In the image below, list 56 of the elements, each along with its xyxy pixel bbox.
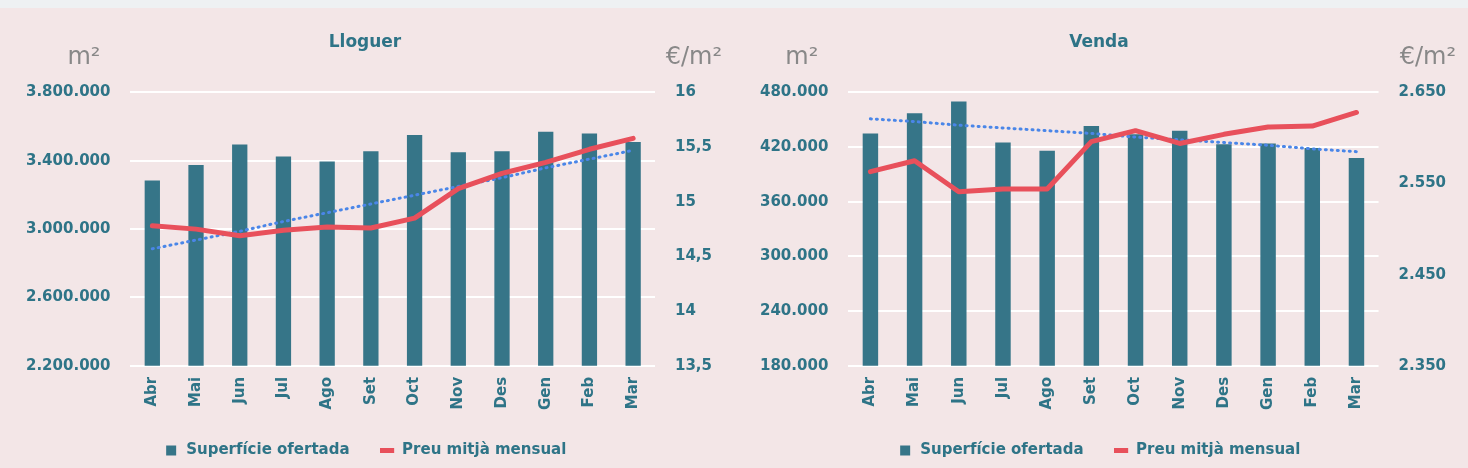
y-tick-label: 360.000 [759, 191, 829, 210]
x-tick-label: Jun [229, 376, 248, 405]
y2-tick-label: 16 [674, 82, 696, 101]
y-tick-label: 2.600.000 [25, 287, 111, 306]
x-tick-label: Des [1213, 376, 1232, 409]
y2-tick-label: 2.650 [1398, 82, 1447, 101]
x-tick-label: Set [360, 376, 379, 405]
legend-label: Preu mitjà mensual [1136, 440, 1301, 459]
x-tick-label: Jun [948, 376, 967, 405]
y-tick-label: 420.000 [759, 136, 829, 155]
x-tick-label: Abr [142, 376, 161, 407]
x-tick-label: Oct [404, 376, 423, 406]
y2-axis-title: €/m² [1399, 42, 1456, 71]
y-axis-title: m² [785, 42, 819, 71]
y2-tick-label: 2.350 [1398, 355, 1447, 374]
x-tick-label: Feb [1302, 376, 1321, 408]
legend-label: Superfície ofertada [920, 440, 1084, 459]
x-tick-label: Jul [273, 376, 292, 400]
x-tick-label: Nov [448, 376, 467, 410]
y-tick-label: 3.000.000 [25, 219, 111, 238]
x-tick-label: Mai [185, 376, 204, 408]
x-tick-label: Jul [992, 376, 1011, 400]
y-tick-label: 3.800.000 [25, 82, 111, 101]
x-tick-label: Ago [1037, 376, 1056, 410]
y2-tick-label: 2.450 [1398, 264, 1447, 283]
chart-title: Lloguer [328, 30, 402, 51]
x-tick-label: Abr [860, 376, 879, 407]
x-tick-label: Nov [1169, 376, 1188, 410]
legend-label: Superfície ofertada [186, 440, 350, 459]
y-tick-label: 300.000 [759, 246, 829, 265]
y2-tick-label: 15,5 [674, 136, 713, 155]
x-tick-label: Feb [579, 376, 598, 408]
y2-tick-label: 14,5 [674, 246, 713, 265]
y-tick-label: 180.000 [759, 355, 829, 374]
y-tick-label: 2.200.000 [25, 355, 111, 374]
x-tick-label: Gen [535, 376, 554, 411]
x-tick-label: Oct [1125, 376, 1144, 406]
y2-tick-label: 14 [674, 301, 696, 320]
y-tick-label: 240.000 [759, 301, 829, 320]
y2-axis-title: €/m² [665, 42, 722, 71]
y2-tick-label: 2.550 [1398, 173, 1447, 192]
x-tick-label: Mar [1346, 376, 1365, 410]
x-tick-label: Gen [1257, 376, 1276, 411]
y2-tick-label: 15 [674, 191, 696, 210]
line-series [868, 117, 1358, 154]
x-tick-label: Set [1081, 376, 1100, 405]
legend-label: Preu mitjà mensual [402, 440, 567, 459]
x-tick-label: Des [491, 376, 510, 409]
chart-title: Venda [1069, 30, 1129, 51]
y-tick-label: 3.400.000 [25, 150, 111, 169]
x-tick-label: Ago [317, 376, 336, 410]
y-axis-title: m² [67, 42, 101, 71]
y-tick-label: 480.000 [759, 82, 829, 101]
y2-tick-label: 13,5 [674, 355, 713, 374]
x-tick-label: Mai [904, 376, 923, 408]
x-tick-label: Mar [623, 376, 642, 410]
